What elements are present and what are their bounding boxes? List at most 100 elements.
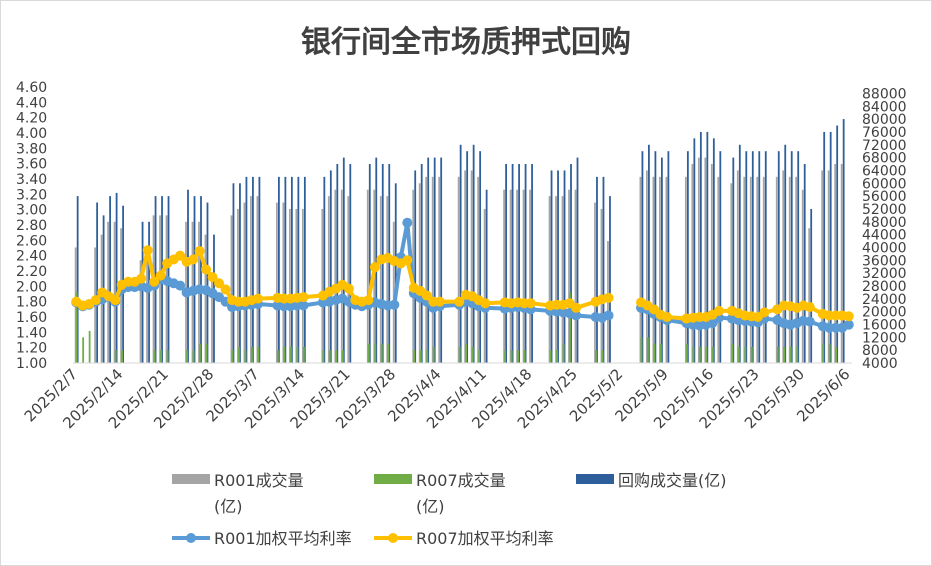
r001-volume-bar — [256, 196, 259, 363]
repo-volume-bar — [732, 157, 735, 363]
repo-volume-bar — [712, 138, 715, 363]
r001-volume-bar — [275, 202, 278, 363]
r007-volume-bar — [296, 346, 299, 363]
repo-volume-bar — [329, 170, 332, 363]
repo-volume-bar — [239, 183, 241, 363]
r007-rate-point — [603, 292, 614, 303]
r007-volume-bar — [737, 346, 740, 363]
r007-rate-point — [194, 246, 205, 257]
r001-volume-bar — [464, 170, 467, 363]
r007-volume-bar — [660, 343, 662, 363]
repo-volume-bar — [836, 125, 839, 363]
r001-volume-bar — [840, 164, 843, 363]
r007-volume-bar — [569, 292, 571, 363]
repo-volume-bar — [648, 144, 650, 363]
repo-volume-bar — [661, 157, 663, 363]
r007-rate-point — [713, 305, 724, 316]
y-right-tick: 20000 — [862, 305, 907, 321]
repo-volume-bar — [576, 157, 579, 363]
y-left-tick: 1.80 — [16, 295, 47, 311]
r007-rate-point — [480, 298, 491, 309]
r007-rate-point — [343, 283, 354, 294]
r001-volume-bar — [211, 273, 213, 363]
r007-volume-bar — [504, 350, 506, 363]
r001-volume-bar — [477, 176, 480, 363]
r001-volume-bar — [704, 157, 707, 363]
repo-volume-bar — [505, 164, 507, 363]
y-right-tick: 24000 — [862, 292, 907, 308]
r007-volume-bar — [789, 346, 792, 363]
r007-rate-point — [454, 296, 465, 307]
r001-volume-bar — [639, 176, 642, 363]
repo-volume-bar — [96, 202, 99, 363]
repo-volume-bar — [511, 164, 514, 363]
r001-volume-bar — [574, 189, 577, 363]
r007-rate-point — [207, 272, 218, 283]
r007-volume-bar — [549, 350, 552, 363]
repo-volume-bar — [388, 164, 391, 363]
r007-volume-bar — [562, 343, 565, 363]
repo-volume-bar — [349, 164, 352, 363]
y-right-tick: 40000 — [862, 240, 907, 256]
r001-volume-bar — [230, 215, 233, 363]
r001-volume-bar — [762, 176, 765, 363]
r007-volume-bar — [341, 350, 344, 363]
r001-volume-bar — [561, 196, 564, 363]
repo-volume-bar — [200, 196, 202, 363]
r007-volume-bar — [783, 346, 786, 363]
r001-volume-bar — [555, 196, 557, 363]
r001-volume-bar — [509, 189, 512, 363]
r007-volume-bar — [556, 350, 558, 363]
r007-volume-bar — [510, 350, 513, 363]
repo-volume-bar — [693, 138, 696, 363]
r001-rate-point — [843, 319, 854, 330]
r001-volume-bar — [334, 189, 337, 363]
r007-rate-point — [843, 311, 854, 322]
legend-repo-volume: 回购成交量(亿) — [618, 471, 727, 490]
r007-volume-bar — [796, 346, 799, 363]
r001-volume-bar — [717, 176, 720, 363]
r001-volume-bar — [652, 176, 655, 363]
repo-volume-bar — [803, 164, 806, 363]
r007-volume-bar — [276, 350, 279, 363]
repo-volume-bar — [602, 176, 605, 363]
repo-volume-bar — [479, 151, 482, 363]
r001-volume-bar — [821, 170, 824, 363]
r001-volume-bar — [788, 176, 791, 363]
legend-r007-volume-unit: (亿) — [416, 497, 445, 516]
r007-volume-bar — [186, 350, 188, 363]
repo-volume-bar — [518, 164, 520, 363]
r001-volume-bar — [470, 170, 473, 363]
r001-volume-bar — [516, 189, 518, 363]
legend-swatch-repo-volume — [576, 474, 614, 484]
y-left-tick: 4.00 — [16, 126, 47, 142]
r001-volume-bar — [120, 228, 122, 363]
y-right-tick: 84000 — [862, 99, 907, 115]
r007-volume-bar — [82, 337, 85, 363]
r001-volume-bar — [756, 176, 759, 363]
r007-volume-bar — [426, 350, 429, 363]
repo-volume-bar — [667, 151, 670, 363]
r007-volume-bar — [471, 346, 474, 363]
legend-r001-volume-unit: (亿) — [214, 497, 243, 516]
r001-volume-bar — [568, 189, 570, 363]
r001-rate-point — [804, 316, 815, 327]
y-right-tick: 16000 — [862, 317, 907, 333]
r007-rate-point — [571, 302, 582, 313]
r001-volume-bar — [730, 183, 733, 363]
r007-rate-point — [136, 273, 147, 284]
r001-volume-bar — [503, 189, 505, 363]
y-left-tick: 3.60 — [16, 157, 47, 173]
r007-rate-point — [804, 302, 815, 313]
r007-volume-bar — [465, 343, 468, 363]
r007-volume-bar — [517, 350, 519, 363]
repo-volume-bar — [706, 131, 709, 363]
repo-volume-bar — [641, 151, 644, 363]
y-right-tick: 52000 — [862, 202, 907, 218]
y-right-tick: 60000 — [862, 176, 907, 192]
r007-volume-bar — [828, 343, 831, 363]
repo-volume-bar — [609, 196, 611, 363]
repo-volume-bar — [427, 157, 430, 363]
r007-rate-point — [661, 312, 672, 322]
